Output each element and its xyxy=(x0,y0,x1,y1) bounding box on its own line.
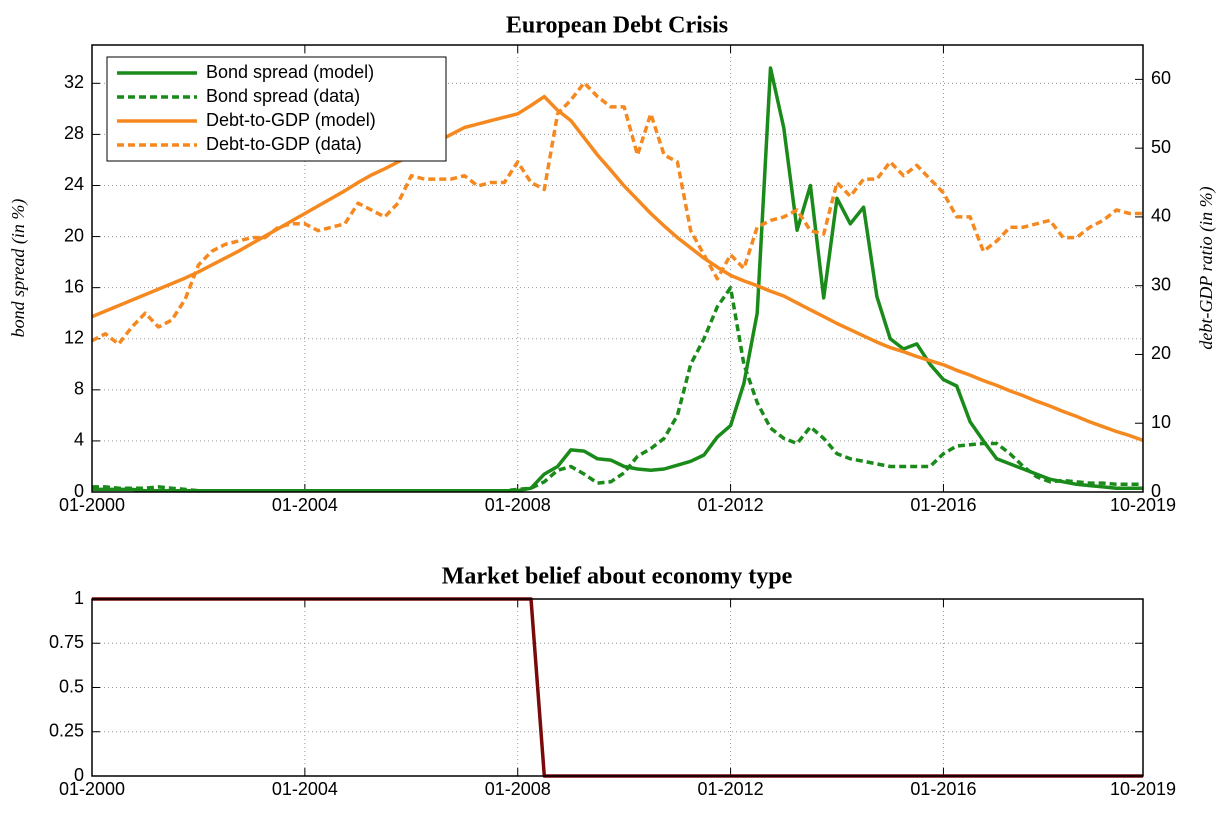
y-tick-label: 28 xyxy=(64,123,84,143)
y-axis-label: bond spread (in %) xyxy=(8,199,29,338)
x-tick-label: 01-2004 xyxy=(272,495,338,515)
y-tick-label: 24 xyxy=(64,174,84,194)
y-tick-label: 1 xyxy=(74,588,84,608)
series-line xyxy=(91,81,1143,346)
x-tick-label: 01-2000 xyxy=(59,495,125,515)
x-tick-label: 01-2012 xyxy=(698,779,764,799)
y-tick-label: 20 xyxy=(64,225,84,245)
series-line xyxy=(92,66,1143,493)
y-tick-label: 0.75 xyxy=(49,632,84,652)
x-tick-label: 01-2012 xyxy=(698,495,764,515)
y-tick-label: 0 xyxy=(74,481,84,501)
y2-tick-label: 30 xyxy=(1151,274,1171,294)
legend-label: Debt-to-GDP (data) xyxy=(206,134,362,154)
plot-frame xyxy=(91,598,1144,777)
x-tick-label: 01-2008 xyxy=(485,495,551,515)
y-tick-label: 0.5 xyxy=(59,676,84,696)
x-tick-label: 01-2004 xyxy=(272,779,338,799)
legend-label: Bond spread (data) xyxy=(206,86,360,106)
y2-axis-label: debt-GDP ratio (in %) xyxy=(1196,186,1217,349)
x-tick-label: 10-2019 xyxy=(1110,495,1176,515)
x-tick-label: 01-2000 xyxy=(59,779,125,799)
y-tick-label: 0 xyxy=(74,765,84,785)
legend-label: Debt-to-GDP (model) xyxy=(206,110,376,130)
y2-tick-label: 60 xyxy=(1151,68,1171,88)
y-tick-label: 8 xyxy=(74,379,84,399)
chart-title: Market belief about economy type xyxy=(442,564,793,590)
plot-frame xyxy=(91,44,1144,493)
series-line xyxy=(92,597,1143,778)
y2-tick-label: 40 xyxy=(1151,206,1171,226)
y-tick-label: 12 xyxy=(64,327,84,347)
x-tick-label: 10-2019 xyxy=(1110,779,1176,799)
y-tick-label: 0.25 xyxy=(49,721,84,741)
x-tick-label: 01-2016 xyxy=(910,495,976,515)
y2-tick-label: 20 xyxy=(1151,343,1171,363)
y2-tick-label: 50 xyxy=(1151,137,1171,157)
x-tick-label: 01-2016 xyxy=(910,779,976,799)
y-tick-label: 4 xyxy=(74,430,84,450)
chart-title: European Debt Crisis xyxy=(506,13,728,39)
y2-tick-label: 10 xyxy=(1151,412,1171,432)
x-tick-label: 01-2008 xyxy=(485,779,551,799)
y-tick-label: 32 xyxy=(64,72,84,92)
y2-tick-label: 0 xyxy=(1151,481,1161,501)
y-tick-label: 16 xyxy=(64,276,84,296)
legend-label: Bond spread (model) xyxy=(206,62,374,82)
series-line xyxy=(92,285,1143,493)
